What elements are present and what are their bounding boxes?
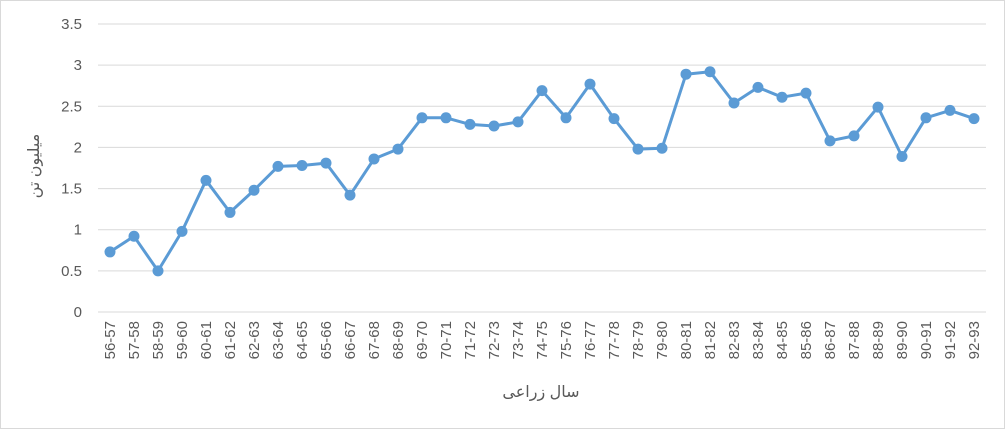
x-tick-label: 64-65 <box>294 321 311 359</box>
x-tick-label: 83-84 <box>750 321 767 359</box>
x-tick-label: 62-63 <box>246 321 263 359</box>
y-tick-label: 3 <box>74 57 82 74</box>
data-point <box>896 150 908 162</box>
data-point <box>632 143 644 155</box>
x-tick-label: 67-68 <box>366 321 383 359</box>
data-point <box>248 184 260 196</box>
x-tick-label: 68-69 <box>390 321 407 359</box>
data-point <box>824 135 836 147</box>
x-tick-label: 81-82 <box>702 321 719 359</box>
y-axis-title: میلیون تن <box>26 134 44 199</box>
x-tick-label: 60-61 <box>198 321 215 359</box>
x-tick-label: 71-72 <box>462 321 479 359</box>
x-tick-label: 76-77 <box>582 321 599 359</box>
data-point <box>728 97 740 109</box>
data-point <box>488 120 500 132</box>
x-tick-label: 59-60 <box>174 321 191 359</box>
x-tick-label: 65-66 <box>318 321 335 359</box>
x-tick-label: 87-88 <box>846 321 863 359</box>
data-point <box>608 113 620 125</box>
x-tick-label: 89-90 <box>894 321 911 359</box>
data-point <box>104 246 116 258</box>
x-tick-label: 78-79 <box>630 321 647 359</box>
y-tick-label: 1.5 <box>61 181 82 198</box>
data-point <box>416 112 428 124</box>
gridlines <box>98 23 986 313</box>
y-tick-label: 0 <box>74 304 82 321</box>
data-point <box>776 91 788 103</box>
data-point <box>920 112 932 124</box>
data-point <box>368 153 380 165</box>
data-point <box>584 78 596 90</box>
data-point <box>296 160 308 172</box>
x-tick-label: 61-62 <box>222 321 239 359</box>
y-tick-label: 3.5 <box>61 16 82 33</box>
x-tick-label: 58-59 <box>150 321 167 359</box>
data-point <box>272 160 284 172</box>
x-tick-label: 70-71 <box>438 321 455 359</box>
data-point <box>968 113 980 125</box>
series-group <box>104 66 980 277</box>
data-point <box>392 143 404 155</box>
x-tick-label: 80-81 <box>678 321 695 359</box>
data-point <box>944 104 956 116</box>
x-tick-label: 73-74 <box>510 321 527 359</box>
data-point <box>224 206 236 218</box>
data-point <box>704 66 716 78</box>
data-point <box>464 118 476 130</box>
x-tick-label: 90-91 <box>918 321 935 359</box>
data-point <box>536 85 548 97</box>
x-tick-label: 91-92 <box>942 321 959 359</box>
x-tick-label: 69-70 <box>414 321 431 359</box>
data-point <box>152 265 164 277</box>
data-point <box>680 68 692 80</box>
x-tick-label: 77-78 <box>606 321 623 359</box>
x-tick-label: 82-83 <box>726 321 743 359</box>
data-point <box>440 112 452 124</box>
x-tick-label: 72-73 <box>486 321 503 359</box>
data-point <box>848 130 860 142</box>
data-point <box>176 225 188 237</box>
data-point <box>200 174 212 186</box>
x-tick-label: 56-57 <box>102 321 119 359</box>
x-tick-label: 74-75 <box>534 321 551 359</box>
x-tick-label: 75-76 <box>558 321 575 359</box>
data-point <box>320 157 332 169</box>
x-tick-label: 85-86 <box>798 321 815 359</box>
data-point <box>656 142 668 154</box>
x-tick-label: 92-93 <box>966 321 983 359</box>
data-point <box>752 81 764 93</box>
data-point <box>344 189 356 201</box>
x-tick-label: 57-58 <box>126 321 143 359</box>
y-axis-ticks: 0 0.5 1 1.5 2 2.5 3 3.5 <box>61 16 82 321</box>
y-tick-label: 2.5 <box>61 98 82 115</box>
x-tick-label: 88-89 <box>870 321 887 359</box>
x-tick-label: 86-87 <box>822 321 839 359</box>
data-point <box>800 87 812 99</box>
data-point <box>560 112 572 124</box>
y-tick-label: 2 <box>74 139 82 156</box>
x-axis-title: سال زراعی <box>502 384 579 402</box>
x-tick-label: 79-80 <box>654 321 671 359</box>
data-point <box>872 101 884 113</box>
series-line <box>109 70 975 273</box>
x-tick-label: 66-67 <box>342 321 359 359</box>
x-tick-label: 84-85 <box>774 321 791 359</box>
data-point <box>512 116 524 128</box>
y-tick-label: 0.5 <box>61 263 82 280</box>
y-tick-label: 1 <box>74 222 82 239</box>
x-axis-ticks: 56-57 57-58 58-59 59-60 60-61 61-62 62-63 63-64… <box>102 321 983 359</box>
x-tick-label: 63-64 <box>270 321 287 359</box>
data-point <box>128 230 140 242</box>
